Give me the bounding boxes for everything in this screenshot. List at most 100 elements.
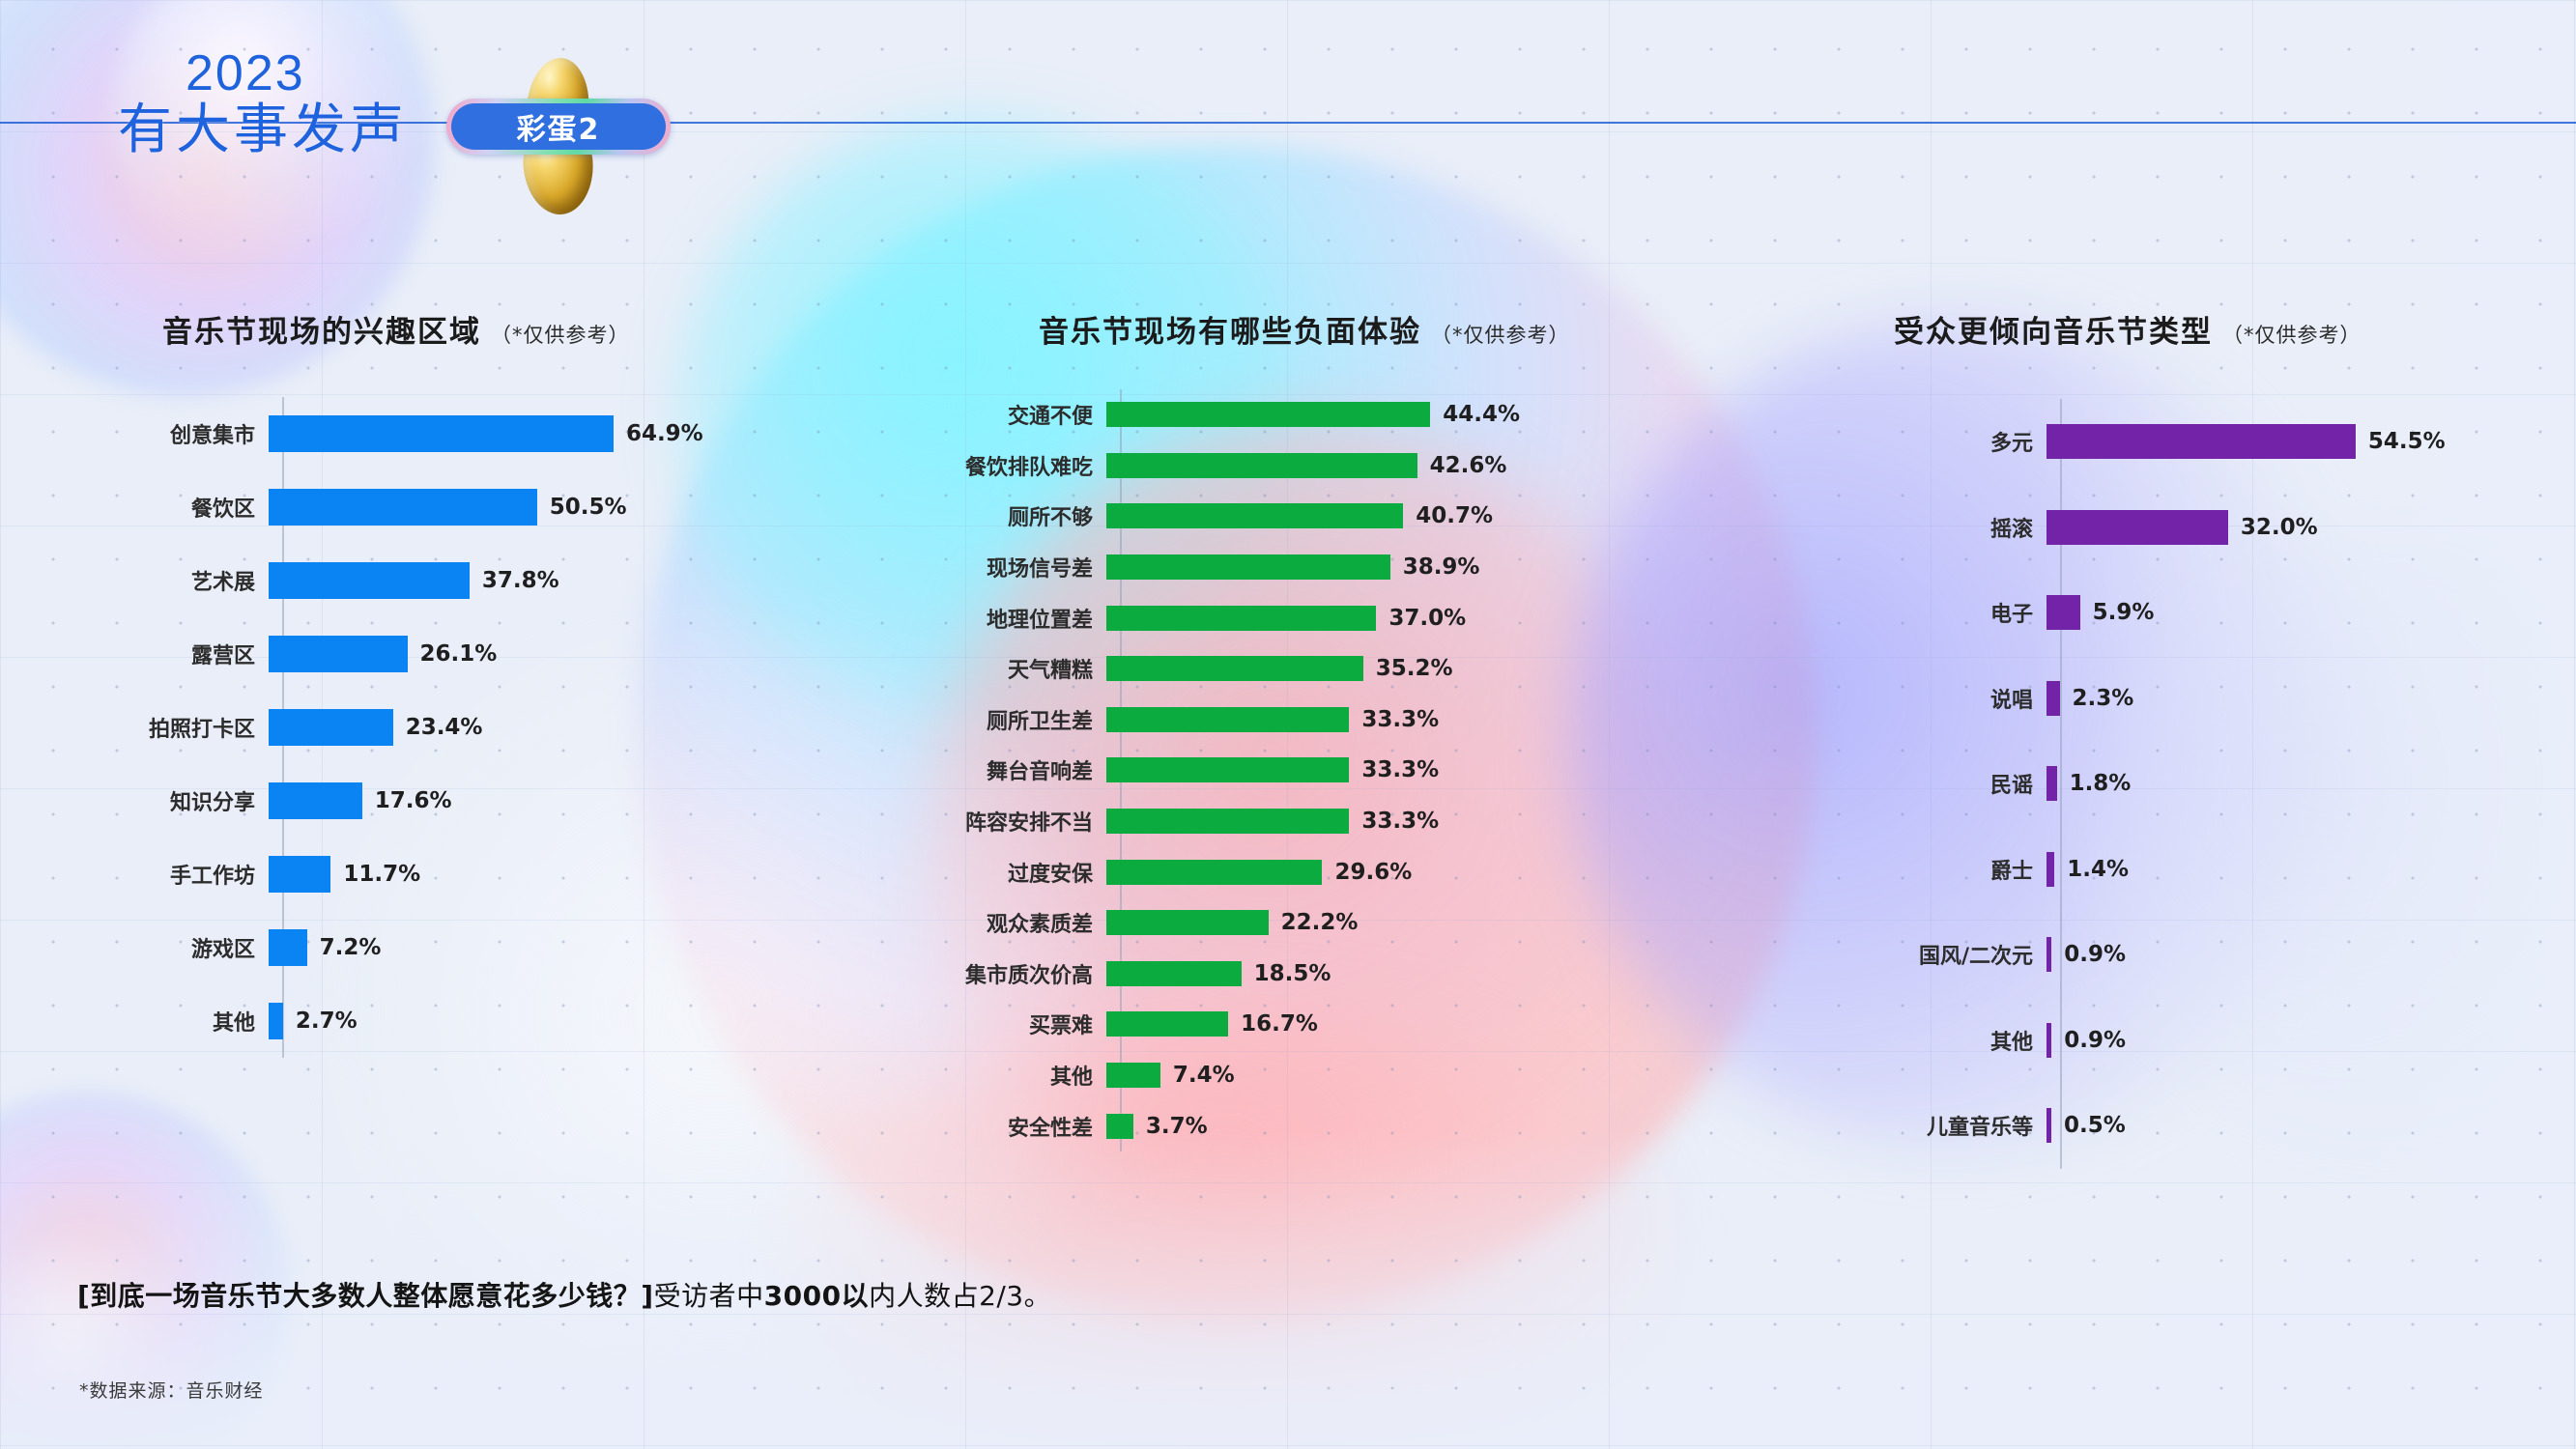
bar — [1106, 1063, 1160, 1089]
bar-row: 创意集市 64.9% — [114, 397, 703, 470]
bar-row: 厕所不够 40.7% — [913, 491, 1570, 542]
bar-track: 37.0% — [1106, 605, 1570, 631]
bar-row: 爵士 1.4% — [1826, 827, 2446, 913]
bar-track: 16.7% — [1106, 1011, 1570, 1037]
bar-category-label: 现场信号差 — [986, 557, 1093, 582]
bar — [269, 856, 331, 893]
bar — [269, 636, 408, 672]
bar-row: 电子 5.9% — [1826, 570, 2446, 656]
chart-title-note: （*仅供参考） — [1431, 324, 1570, 347]
bar-track: 33.3% — [1106, 757, 1570, 783]
bar-track: 0.5% — [2046, 1108, 2446, 1144]
bubble-bottom-left-highlight — [0, 1236, 203, 1449]
bar-track: 7.2% — [269, 929, 703, 966]
bar-value-label: 0.9% — [2064, 1027, 2127, 1053]
bar-row: 拍照打卡区 23.4% — [114, 691, 703, 764]
bar-value-label: 54.5% — [2367, 429, 2446, 455]
bar — [1106, 809, 1350, 835]
bar-track: 26.1% — [269, 636, 703, 672]
bar-category-label: 电子 — [1989, 603, 2033, 628]
bar-value-label: 5.9% — [2092, 600, 2155, 626]
bar-row: 多元 54.5% — [1826, 399, 2446, 485]
bar-row: 集市质次价高 18.5% — [913, 949, 1570, 1000]
bar-category-label: 买票难 — [1028, 1014, 1093, 1039]
bar-track: 35.2% — [1106, 656, 1570, 682]
bar-value-label: 18.5% — [1253, 960, 1331, 986]
bar-category-label: 创意集市 — [169, 424, 255, 448]
bottom-note-text2: 内人数占2/3。 — [869, 1280, 1052, 1312]
bar — [269, 489, 537, 526]
bar — [2046, 1022, 2052, 1058]
bar-row: 其他 0.9% — [1826, 998, 2446, 1084]
bar-category-label: 儿童音乐等 — [1926, 1116, 2033, 1141]
bar-row: 手工作坊 11.7% — [114, 838, 703, 911]
bar-row: 游戏区 7.2% — [114, 911, 703, 984]
bar-category-label: 爵士 — [1989, 859, 2033, 884]
bar — [1106, 910, 1269, 936]
bar-value-label: 44.4% — [1443, 402, 1521, 428]
bar-row: 餐饮区 50.5% — [114, 470, 703, 544]
bar-value-label: 1.4% — [2067, 856, 2129, 882]
bar — [269, 929, 307, 966]
easter-egg-badge[interactable]: 彩蛋2 — [443, 55, 674, 217]
bar-row: 儿童音乐等 0.5% — [1826, 1083, 2446, 1169]
bar — [2046, 680, 2060, 716]
badge-label: 彩蛋2 — [516, 113, 601, 147]
bar — [1106, 960, 1242, 986]
bar-category-label: 知识分享 — [169, 791, 255, 815]
chart-panel-interest-areas: 音乐节现场的兴趣区域 （*仅供参考） 创意集市 64.9% 餐饮区 50.5% 艺术展 3… — [114, 307, 703, 1058]
bar-track: 0.9% — [2046, 937, 2446, 973]
bar-category-label: 其他 — [1989, 1030, 2033, 1055]
bar — [269, 1003, 283, 1039]
chart-title: 音乐节现场的兴趣区域 （*仅供参考） — [162, 307, 703, 351]
bar-row: 知识分享 17.6% — [114, 764, 703, 838]
bar — [2046, 595, 2080, 631]
bar-value-label: 16.7% — [1241, 1011, 1318, 1037]
bar-value-label: 37.8% — [481, 568, 559, 593]
bar-category-label: 露营区 — [190, 644, 255, 668]
bar-value-label: 64.9% — [625, 421, 703, 446]
bar-value-label: 32.0% — [2240, 514, 2318, 540]
bar-value-label: 29.6% — [1334, 859, 1413, 885]
bar — [2046, 509, 2228, 545]
bar-track: 23.4% — [269, 709, 703, 746]
bar-category-label: 民谣 — [1989, 774, 2033, 799]
chart-title: 受众更倾向音乐节类型 （*仅供参考） — [1894, 307, 2446, 351]
bar-track: 17.6% — [269, 782, 703, 819]
bar-category-label: 艺术展 — [190, 571, 255, 595]
bar — [2046, 937, 2052, 973]
bar-category-label: 安全性差 — [1007, 1116, 1093, 1141]
bar-row: 观众素质差 22.2% — [913, 897, 1570, 949]
bar-track: 42.6% — [1106, 452, 1570, 478]
bar-row: 过度安保 29.6% — [913, 846, 1570, 897]
bar-category-label: 说唱 — [1989, 688, 2033, 713]
bar-value-label: 33.3% — [1361, 706, 1440, 732]
bar — [1106, 554, 1390, 581]
bar-value-label: 11.7% — [343, 862, 421, 887]
bar-row: 餐饮排队难吃 42.6% — [913, 440, 1570, 492]
bar-value-label: 35.2% — [1375, 656, 1453, 682]
bar-value-label: 33.3% — [1361, 809, 1440, 835]
brand-logo: 2023 有大事发声 — [118, 46, 408, 159]
bar-track: 2.7% — [269, 1003, 703, 1039]
bar-category-label: 其他 — [212, 1011, 255, 1036]
bar-value-label: 0.9% — [2064, 942, 2127, 968]
bar-value-label: 38.9% — [1402, 554, 1480, 581]
bar — [1106, 1011, 1229, 1037]
chart-rows: 多元 54.5% 摇滚 32.0% 电子 5.9% 说唱 2.3% 民谣 1.8% 爵士 1.4% 国风… — [1826, 399, 2446, 1169]
bar-category-label: 手工作坊 — [169, 865, 255, 889]
bar-value-label: 0.5% — [2064, 1113, 2126, 1139]
bar — [1106, 656, 1363, 682]
badge-pill[interactable]: 彩蛋2 — [446, 99, 671, 155]
bar — [2046, 424, 2356, 460]
bar-track: 3.7% — [1106, 1113, 1570, 1139]
bar-row: 舞台音响差 33.3% — [913, 745, 1570, 796]
bar-value-label: 1.8% — [2069, 771, 2132, 797]
bar-row: 其他 7.4% — [913, 1050, 1570, 1101]
bar — [1106, 1113, 1133, 1139]
bar — [1106, 452, 1417, 478]
bottom-note-question: [到底一场音乐节大多数人整体愿意花多少钱？] — [77, 1280, 654, 1312]
bar-track: 1.8% — [2046, 766, 2446, 802]
bar — [269, 782, 362, 819]
bar — [1106, 503, 1404, 529]
